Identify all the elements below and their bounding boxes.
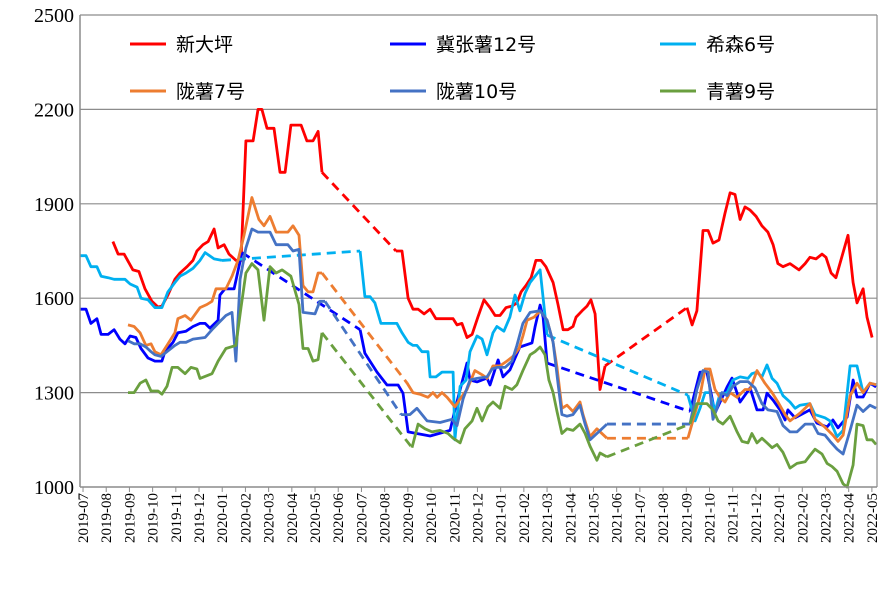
y-tick-label: 2500: [34, 5, 74, 27]
x-tick-label: 2019-07: [76, 493, 92, 543]
legend-label: 新大坪: [176, 34, 233, 56]
series-gap-dashed-line: [320, 171, 398, 252]
x-tick-label: 2021-04: [563, 493, 579, 543]
x-tick-label: 2020-01: [215, 493, 231, 543]
series-line-segment: [80, 251, 223, 310]
legend-item: 陇薯10号: [390, 81, 517, 103]
series-gap-dashed-line: [320, 272, 409, 384]
x-tick-label: 2022-05: [865, 493, 881, 543]
legend-label: 陇薯7号: [176, 81, 245, 103]
legend-item: 冀张薯12号: [390, 34, 536, 56]
y-axis-ticks: 1000 1300 1600 1900 2200 2500: [34, 5, 74, 499]
x-tick-label: 2020-07: [354, 493, 370, 543]
series-line-segment: [127, 227, 325, 363]
series-gap-dashed-line: [241, 251, 361, 331]
x-tick-label: 2021-09: [679, 493, 695, 543]
y-tick-label: 1600: [34, 288, 74, 310]
series-line-segment: [686, 367, 877, 443]
series-gap-dashed-line: [323, 300, 403, 416]
legend-label: 青薯9号: [706, 81, 775, 103]
series-line-segment: [688, 369, 877, 456]
x-tick-label: 2019-08: [99, 493, 115, 543]
series-gap-dashed-line: [546, 333, 689, 397]
x-tick-label: 2020-04: [285, 493, 301, 543]
x-tick-label: 2022-02: [795, 493, 811, 543]
series-line-segment: [685, 191, 874, 338]
legend-item: 青薯9号: [660, 81, 775, 103]
series-line-segment: [358, 303, 549, 438]
series-line-segment: [405, 309, 608, 440]
y-tick-label: 2200: [34, 99, 74, 121]
x-tick-label: 2019-10: [146, 493, 162, 543]
legend-label: 冀张薯12号: [436, 34, 536, 56]
x-tick-label: 2021-05: [586, 493, 602, 543]
series-line-segment: [111, 108, 324, 309]
series-lines: [80, 108, 878, 489]
series-4: [127, 196, 877, 443]
series-1: [111, 108, 874, 391]
x-tick-label: 2020-10: [424, 493, 440, 543]
legend-label: 陇薯10号: [436, 81, 517, 103]
series-5: [127, 227, 877, 456]
x-tick-label: 2021-03: [540, 493, 556, 543]
legend-label: 希森6号: [706, 34, 775, 56]
x-tick-label: 2021-12: [749, 493, 765, 543]
x-tick-label: 2021-07: [633, 493, 649, 543]
series-6: [128, 262, 878, 489]
y-tick-label: 1300: [34, 383, 74, 405]
x-tick-label: 2021-10: [702, 493, 718, 543]
x-tick-label: 2019-11: [169, 493, 185, 542]
series-line-segment: [401, 309, 608, 442]
x-tick-label: 2022-01: [772, 493, 788, 543]
x-tick-label: 2022-04: [842, 493, 858, 543]
series-line-segment: [128, 262, 324, 396]
x-tick-label: 2019-12: [192, 493, 208, 543]
axes: [79, 15, 878, 488]
y-tick-label: 1900: [34, 194, 74, 216]
x-tick-label: 2019-09: [122, 493, 138, 543]
series-line-segment: [688, 402, 878, 489]
x-tick-label: 2021-11: [726, 493, 742, 542]
x-tick-label: 2020-09: [401, 493, 417, 543]
series-line-segment: [127, 196, 322, 357]
x-tick-label: 2021-01: [494, 493, 510, 543]
series-line-segment: [80, 252, 244, 363]
x-tick-label: 2020-11: [447, 493, 463, 542]
x-tick-label: 2020-06: [331, 493, 347, 543]
series-line-segment: [410, 345, 608, 462]
x-tick-label: 2022-03: [818, 493, 834, 543]
series-gap-dashed-line: [320, 331, 414, 449]
legend-item: 陇薯7号: [130, 81, 245, 103]
x-tick-label: 2020-08: [378, 493, 394, 543]
x-tick-label: 2021-06: [610, 493, 626, 543]
x-tick-label: 2020-05: [308, 493, 324, 543]
x-tick-label: 2020-12: [470, 493, 486, 543]
y-tick-label: 1000: [34, 477, 74, 499]
x-tick-label: 2020-02: [238, 493, 254, 543]
series-gap-dashed-line: [546, 361, 691, 413]
series-2: [80, 251, 877, 438]
x-tick-label: 2021-02: [517, 493, 533, 543]
series-gap-dashed-line: [604, 306, 688, 367]
legend-item: 希森6号: [660, 34, 775, 56]
x-tick-label: 2020-03: [262, 493, 278, 543]
legend-item: 新大坪: [130, 34, 233, 56]
x-tick-label: 2021-08: [656, 493, 672, 543]
x-axis-ticks: 2019-07 2019-08 2019-09 2019-10 2019-11 2019-…: [76, 487, 881, 543]
